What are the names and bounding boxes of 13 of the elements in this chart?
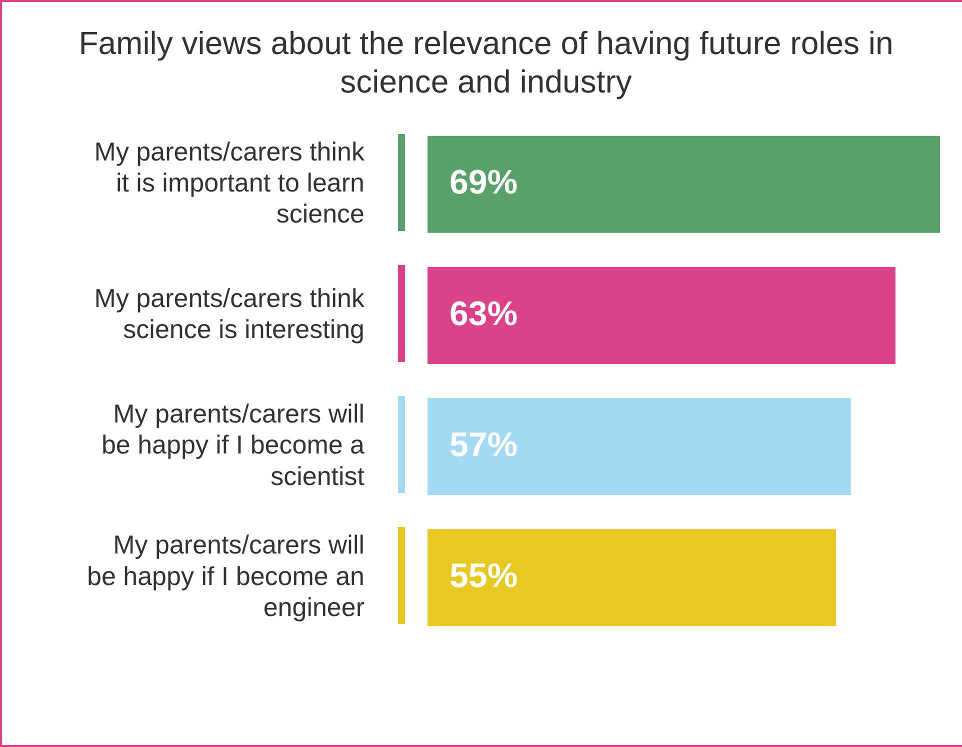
y-tick-label: My parents/carers will be happy if I become a scientist: [101, 398, 366, 491]
data-label: 55%: [450, 557, 518, 596]
bar: [428, 266, 896, 364]
data-label: 57%: [450, 426, 518, 464]
bar: [428, 529, 836, 626]
chart-title: Family views about the relevance of having future roles in science and industry: [78, 25, 894, 100]
y-tick-label: My parents/carers will be happy if I become an engineer: [86, 530, 365, 622]
data-label: 63%: [450, 294, 518, 333]
bar: [428, 136, 940, 233]
y-tick-label: My parents/carers think science is interesting: [94, 283, 366, 344]
bar: [428, 398, 851, 496]
data-label: 69%: [450, 164, 518, 202]
y-tick-label: My parents/carers think it is important to learn science: [94, 136, 366, 229]
